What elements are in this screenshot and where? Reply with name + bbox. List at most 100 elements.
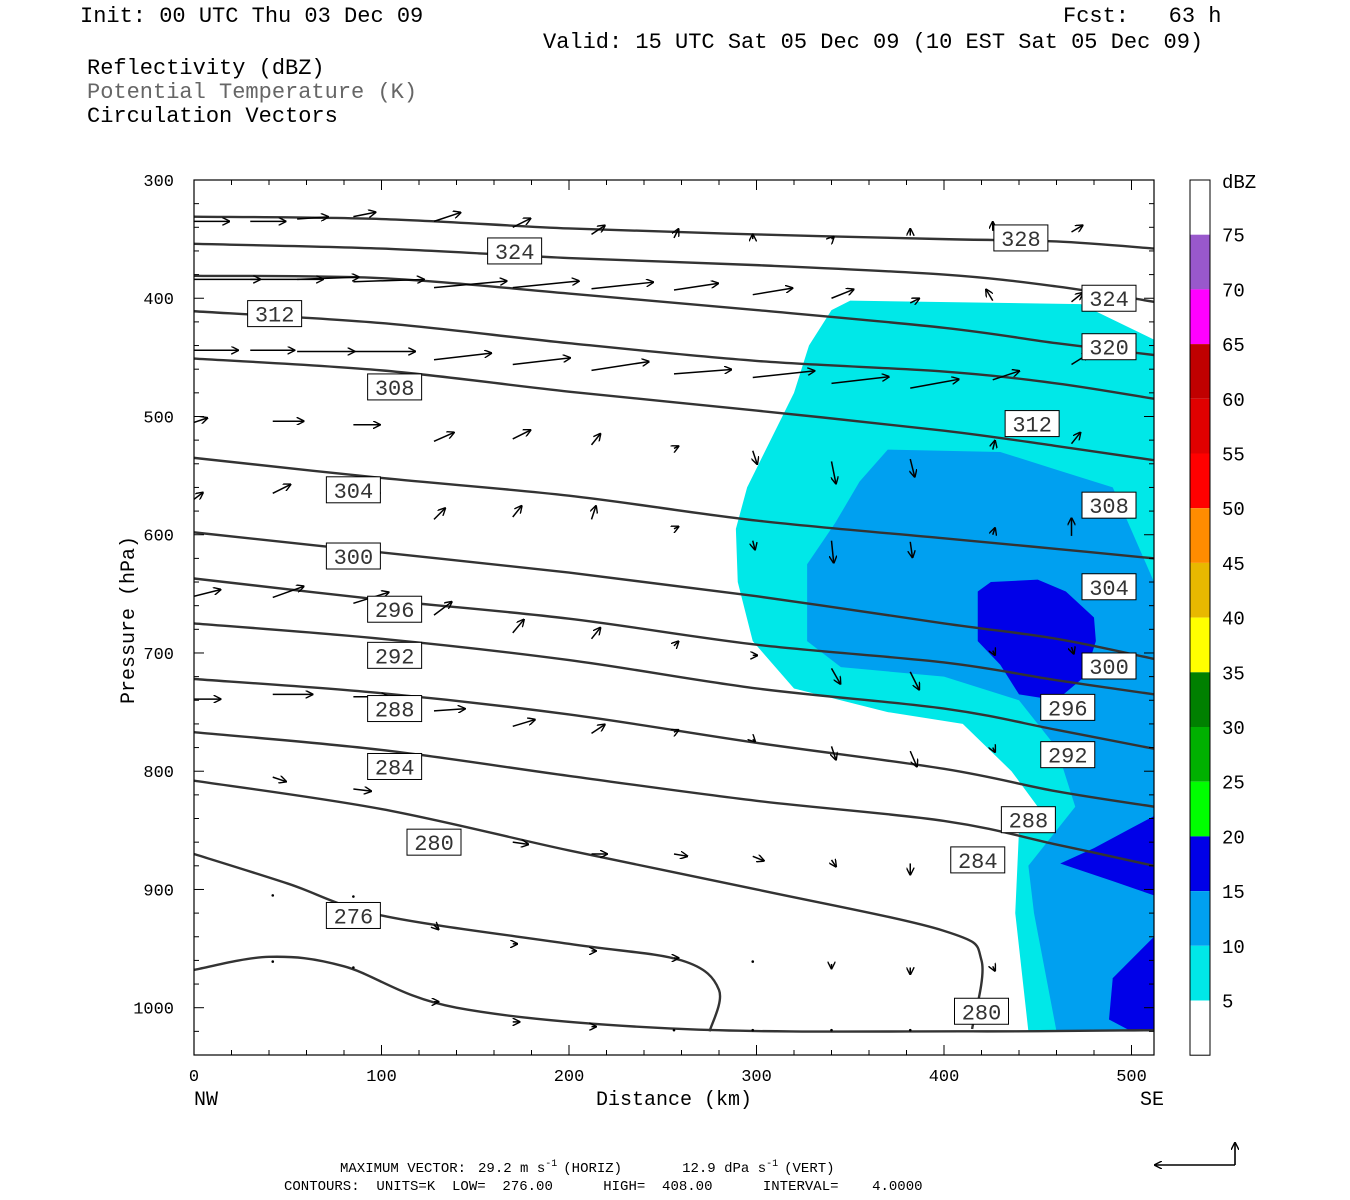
circulation-vector [753,739,755,741]
circulation-vector [434,925,438,929]
reflectivity-region-15dbz [977,579,1096,701]
contour-label-280: 280 [954,997,1009,1026]
contour-label-320: 320 [1081,333,1137,362]
colorbar-label: 30 [1222,718,1245,740]
x-tick-label: 400 [929,1068,960,1087]
circulation-vector [832,461,836,483]
y-tick-label: 800 [143,764,174,783]
x-end-label-nw: NW [194,1089,218,1112]
circulation-vector [353,279,423,281]
colorbar-label: 60 [1222,390,1245,412]
circulation-vector [194,590,220,597]
contour-label-324: 324 [487,237,543,266]
svg-text:284: 284 [958,850,998,875]
colorbar-swatch [1190,836,1210,892]
circulation-vector [512,720,535,728]
circulation-vector [993,748,995,752]
colorbar-label: 55 [1222,445,1245,467]
circulation-vector [674,641,678,645]
circulation-vector [433,602,452,616]
init-time: Init: 00 UTC Thu 03 Dec 09 [80,4,424,29]
plot-frame [193,179,1155,1056]
y-tick-label: 1000 [133,1001,174,1020]
colorbar-label: 20 [1222,827,1245,849]
circulation-vector [194,418,207,422]
contour-label-324: 324 [1081,284,1137,313]
circulation-vector [751,960,755,963]
svg-text:324: 324 [495,241,535,266]
circulation-vector [433,353,491,361]
circulation-vector [512,358,570,366]
contour-label-292: 292 [367,641,423,670]
colorbar-label: 45 [1222,554,1245,576]
contour-label-280: 280 [406,828,462,857]
contour-label-308: 308 [367,373,423,402]
circulation-vector [297,277,359,279]
contour-label-284: 284 [367,752,423,781]
colorbar-frame [1189,179,1211,1056]
field-vectors: Circulation Vectors [87,104,338,129]
contour-label-276: 276 [325,901,381,930]
field-reflectivity: Reflectivity (dBZ) [87,56,325,81]
theta-contour-296 [194,622,1154,750]
svg-text:276: 276 [334,905,374,930]
theta-contour-288 [194,731,1154,867]
circulation-vector [672,1028,676,1032]
circulation-vector [433,709,465,711]
circulation-vector [993,441,995,450]
circulation-vector [1071,225,1083,233]
circulation-vector [1072,647,1074,654]
x-tick-label: 100 [366,1068,397,1087]
colorbar-label: 50 [1222,499,1245,521]
svg-text:324: 324 [1089,288,1129,313]
circulation-vector [512,620,524,634]
svg-text:288: 288 [375,699,415,724]
circulation-vector [832,540,834,563]
contour-label-296: 296 [367,595,423,624]
circulation-vector [830,667,841,683]
circulation-vector [831,377,889,385]
colorbar-label: 40 [1222,609,1245,631]
theta-contour-316 [194,310,1154,400]
svg-text:312: 312 [255,304,295,329]
circulation-vector [674,446,678,448]
colorbar-label: 25 [1222,773,1245,795]
y-tick-label: 900 [143,882,174,901]
svg-text:304: 304 [1089,577,1129,602]
circulation-vector [590,434,601,446]
contour-label-312: 312 [247,300,303,329]
circulation-vector [993,966,995,970]
circulation-vector [993,528,995,535]
circulation-vector [1071,293,1083,303]
circulation-vector [271,894,275,897]
theta-contour-276 [194,955,1154,1033]
circulation-vector [832,237,834,239]
x-tick-label: 0 [189,1068,199,1087]
circulation-vector [674,527,678,529]
circulation-vector [352,966,355,969]
colorbar-label: 15 [1222,882,1245,904]
contour-label-288: 288 [1000,806,1056,835]
reflectivity-region-15dbz [1109,936,1154,1032]
contour-label-328: 328 [993,224,1049,253]
contour-label-300: 300 [325,542,381,571]
contour-label-284: 284 [950,846,1006,875]
circulation-vector [673,854,687,856]
theta-contour-280 [194,852,722,1032]
x-tick-label: 300 [741,1068,772,1087]
circulation-vector [512,281,579,289]
circulation-vector [433,433,454,443]
circulation-vector [592,506,596,520]
colorbar-swatch [1190,398,1210,454]
contour-label-288: 288 [367,695,423,724]
y-tick-label: 300 [143,173,174,192]
circulation-vector [512,842,528,844]
colorbar-label: 10 [1222,937,1245,959]
circulation-vector [753,540,755,550]
colorbar-swatch [1190,1000,1210,1056]
field-theta: Potential Temperature (K) [87,80,418,105]
circulation-vector [512,430,531,440]
svg-text:284: 284 [375,756,415,781]
circulation-vector [909,299,919,303]
svg-text:292: 292 [1048,745,1088,770]
